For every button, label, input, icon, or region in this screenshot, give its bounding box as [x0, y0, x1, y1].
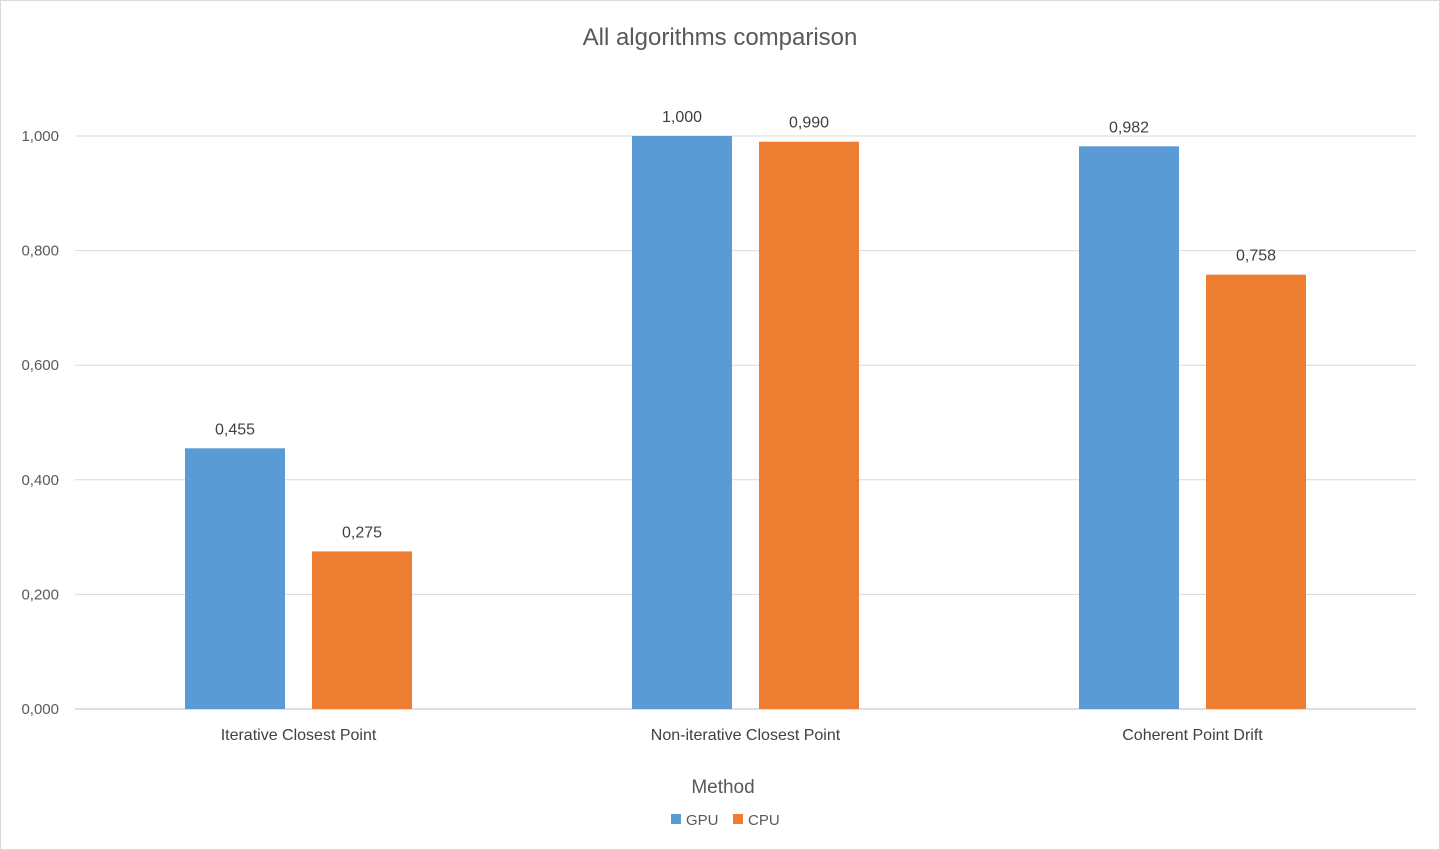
bar-gpu	[632, 136, 732, 709]
bar-cpu	[312, 551, 412, 709]
y-tick-label: 0,600	[21, 357, 59, 374]
y-tick-label: 0,400	[21, 472, 59, 489]
data-label: 0,982	[1109, 119, 1149, 136]
legend-label: CPU	[748, 812, 780, 829]
legend: GPU CPU	[671, 812, 780, 829]
data-label: 0,758	[1236, 248, 1276, 265]
data-label: 0,275	[342, 524, 382, 541]
gridlines	[75, 135, 1416, 710]
y-tick-label: 0,800	[21, 243, 59, 260]
data-label: 0,455	[215, 421, 255, 438]
chart-title: All algorithms comparison	[583, 24, 858, 51]
legend-label: GPU	[686, 812, 719, 829]
legend-swatch-gpu	[671, 814, 681, 824]
x-category-label: Coherent Point Drift	[1122, 727, 1263, 744]
y-tick-label: 0,200	[21, 586, 59, 603]
bar-gpu	[1079, 146, 1179, 710]
y-tick-label: 1,000	[21, 128, 59, 145]
data-label: 1,000	[662, 109, 702, 126]
y-tick-label: 0,000	[21, 701, 59, 718]
bars	[185, 136, 1306, 710]
x-category-label: Non-iterative Closest Point	[651, 727, 841, 744]
y-axis-ticks: 0,000 0,200 0,400 0,600 0,800 1,000	[21, 128, 59, 718]
bar-cpu	[759, 141, 859, 710]
legend-swatch-cpu	[733, 814, 743, 824]
x-category-label: Iterative Closest Point	[221, 727, 377, 744]
x-axis-categories: Iterative Closest Point Non-iterative Clo…	[221, 727, 1264, 744]
data-labels: 0,455 0,275 1,000 0,990 0,982 0,758	[215, 109, 1276, 541]
bar-gpu	[185, 448, 285, 709]
x-axis-title: Method	[691, 777, 754, 798]
bar-cpu	[1206, 274, 1306, 709]
data-label: 0,990	[789, 115, 829, 132]
